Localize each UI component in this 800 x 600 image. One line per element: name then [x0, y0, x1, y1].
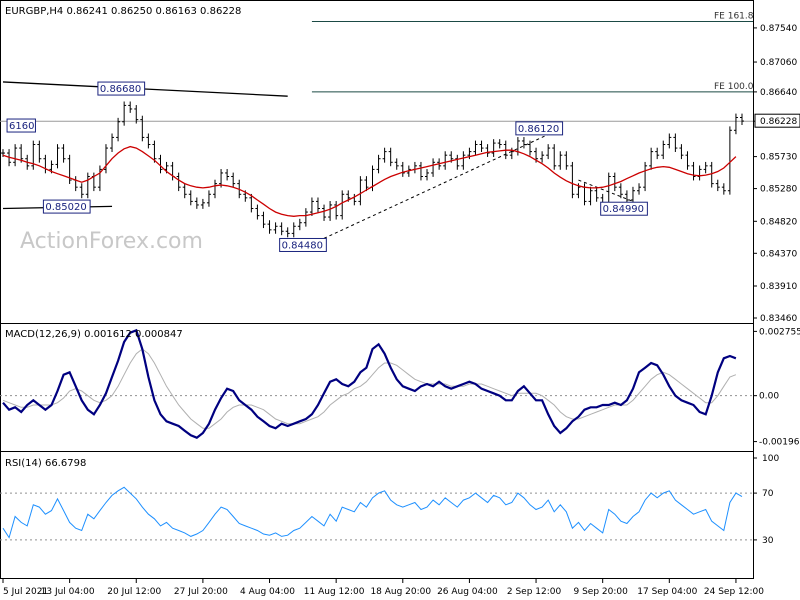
annotation-box — [600, 201, 648, 216]
annotation-label: 0.85020 — [45, 202, 86, 213]
x-tick-label: 13 Jul 04:00 — [41, 587, 95, 597]
price-y-tick-label: 0.84370 — [760, 249, 797, 259]
price-y-tick-label: 0.87060 — [760, 58, 797, 68]
dashed-trendline — [323, 131, 555, 239]
price-header: EURGBP,H4 0.86241 0.86250 0.86163 0.8622… — [5, 6, 241, 17]
x-tick-label: 18 Aug 20:00 — [370, 587, 431, 597]
annotation-box — [97, 81, 146, 96]
annotation-label: 0.86120 — [518, 124, 559, 135]
rsi-panel — [0, 451, 754, 579]
x-tick-label: 4 Aug 04:00 — [240, 587, 295, 597]
annotation-label: 0.84480 — [282, 240, 323, 251]
axis-layer: 0.87540 0.87060 0.86640 0.86228 0.85730 0.852… — [2, 24, 800, 597]
price-panel — [0, 0, 754, 324]
rsi-y-tick-label: 30 — [762, 536, 774, 546]
x-tick-label: 2 Sep 12:00 — [507, 587, 562, 597]
price-y-tick-label: 0.84820 — [760, 217, 797, 227]
current-price-box — [754, 113, 800, 128]
price-y-tick-label: 0.86228 — [760, 117, 797, 127]
price-layer: FE 161.8 FE 100.0 0.86680 6160 0.85020 0.8448… — [0, 12, 754, 252]
macd-header: MACD(12,26,9) 0.001612 0.000847 — [5, 329, 183, 340]
annotation-box — [6, 118, 36, 133]
rsi-line — [2, 486, 743, 539]
macd-y-tick-label: 0.00 — [759, 392, 779, 402]
annotation-label: 0.86680 — [100, 84, 141, 95]
macd-y-tick-label: -0.001968 — [759, 438, 800, 448]
dashed-trendline — [578, 179, 634, 202]
x-tick-label: 27 Jul 20:00 — [174, 587, 228, 597]
annotation-box — [515, 121, 564, 136]
macd-y-tick-label: 0.002755 — [759, 327, 800, 337]
trendline — [2, 81, 288, 97]
price-y-tick-label: 0.83910 — [760, 282, 797, 292]
x-tick-label: 24 Sep 12:00 — [704, 587, 764, 597]
price-y-tick-label: 0.86640 — [760, 88, 797, 98]
annotation-box — [42, 199, 91, 214]
fib-label: FE 161.8 — [714, 12, 754, 22]
price-y-tick-label: 0.83460 — [760, 314, 797, 324]
annotation-label: 6160 — [9, 121, 34, 132]
annotation-box — [279, 237, 327, 252]
price-y-tick-label: 0.85280 — [760, 185, 797, 195]
x-tick-label: 17 Sep 04:00 — [637, 587, 697, 597]
price-y-tick-label: 0.87540 — [760, 24, 797, 34]
watermark: ActionForex.com — [20, 229, 203, 254]
macd-signal-line — [2, 348, 737, 429]
fib-label: FE 100.0 — [714, 82, 754, 92]
rsi-header: RSI(14) 66.6798 — [5, 458, 86, 469]
x-tick-label: 26 Aug 04:00 — [437, 587, 498, 597]
price-y-tick-label: 0.85730 — [760, 153, 797, 163]
x-tick-label: 11 Aug 12:00 — [304, 587, 365, 597]
annotation-label: 0.84990 — [603, 204, 644, 215]
macd-line — [2, 328, 737, 439]
x-tick-label: 9 Sep 20:00 — [574, 587, 629, 597]
rsi-y-tick-label: 100 — [762, 454, 779, 464]
rsi-layer — [0, 486, 753, 541]
x-tick-label: 5 Jul 2021 — [3, 587, 48, 597]
rsi-y-tick-label: 70 — [762, 489, 774, 499]
macd-layer — [0, 328, 753, 439]
x-tick-label: 20 Jul 12:00 — [107, 587, 161, 597]
macd-panel — [0, 323, 754, 452]
moving-average-line — [2, 145, 737, 217]
